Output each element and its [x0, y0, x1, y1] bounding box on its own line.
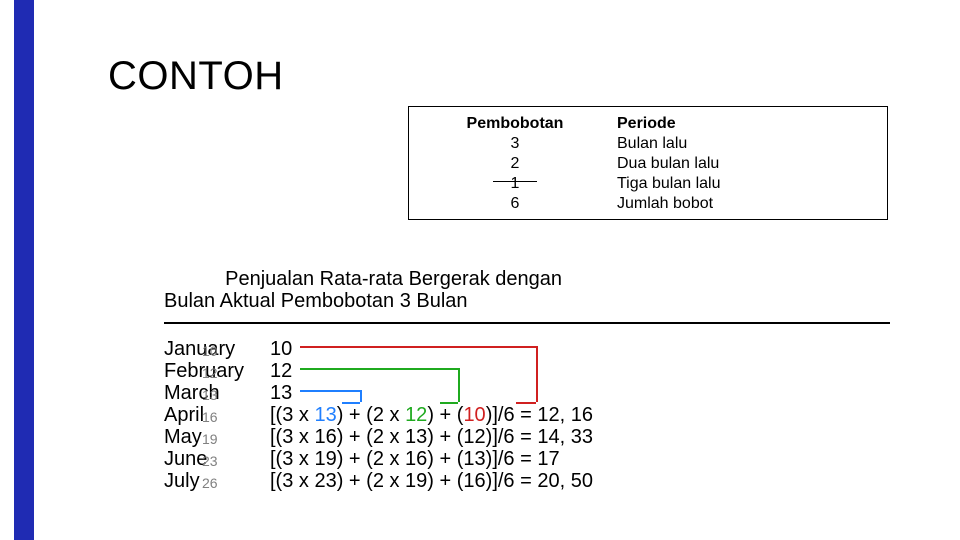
- frag: [(3 x: [270, 448, 314, 470]
- connector-blue-h1: [300, 390, 360, 392]
- cell-actual: 12: [270, 360, 292, 382]
- cell-month: July: [164, 470, 200, 492]
- cell-month: June: [164, 448, 207, 470]
- frag: ) + (: [427, 404, 463, 426]
- frag: )]/6 = 12, 16: [486, 404, 593, 426]
- frag: ) + (2 x: [337, 404, 405, 426]
- connector-red-v: [536, 346, 538, 402]
- cell-overlay: 19: [202, 428, 218, 450]
- cell-month: April: [164, 404, 204, 426]
- weight-col-values: Pembobotan 3 2 1 6: [445, 115, 585, 213]
- cell-formula: [(3 x 16) + (2 x 13) + (12)]/6 = 14, 33: [270, 426, 593, 448]
- cell-actual: 10: [270, 338, 292, 360]
- table-row: July 26 [(3 x 23) + (2 x 19) + (16)]/6 =…: [164, 470, 890, 492]
- period-row: Bulan lalu: [617, 135, 817, 153]
- cell-overlay: 23: [202, 450, 218, 472]
- frag: [(3 x: [270, 426, 314, 448]
- cell-overlay: 12: [202, 362, 218, 384]
- table-row: January 10 10: [164, 338, 890, 360]
- connector-red-h1: [300, 346, 536, 348]
- frag: [(3 x: [270, 404, 314, 426]
- connector-green-h2: [440, 402, 458, 404]
- slide: CONTOH Pembobotan 3 2 1 6 Periode Bulan …: [0, 0, 960, 540]
- frag-blue: 13: [314, 404, 336, 426]
- frag: 16) + (2 x 13) + (12)]/6 = 14, 33: [314, 426, 593, 448]
- period-row: Tiga bulan lalu: [617, 175, 817, 193]
- frag: [(3 x: [270, 470, 314, 492]
- weight-row: 3: [445, 135, 585, 153]
- table-rule: [164, 322, 890, 324]
- cell-overlay: 13: [202, 384, 218, 406]
- table-row: March 13 13: [164, 382, 890, 404]
- table-row: February 12 12: [164, 360, 890, 382]
- cell-actual: 13: [270, 382, 292, 404]
- thead-line2: Bulan Aktual Pembobotan 3 Bulan: [164, 290, 562, 312]
- frag-red: 10: [463, 404, 485, 426]
- period-header: Periode: [617, 115, 817, 133]
- accent-sidebar: [14, 0, 34, 540]
- cell-month: May: [164, 426, 202, 448]
- cell-month: January: [164, 338, 235, 360]
- sum-underline: [493, 181, 537, 182]
- connector-blue-v: [360, 390, 362, 402]
- weight-col-period: Periode Bulan lalu Dua bulan lalu Tiga b…: [617, 115, 817, 213]
- connector-green-h1: [300, 368, 458, 370]
- cell-formula: [(3 x 13) + (2 x 12) + (10)]/6 = 12, 16: [270, 404, 593, 426]
- weight-box: Pembobotan 3 2 1 6 Periode Bulan lalu Du…: [408, 106, 888, 220]
- period-row: Jumlah bobot: [617, 195, 817, 213]
- table-header: Penjualan Rata-rata Bergerak dengan Bula…: [164, 268, 562, 312]
- cell-formula: [(3 x 23) + (2 x 19) + (16)]/6 = 20, 50: [270, 470, 593, 492]
- cell-overlay: 16: [202, 406, 218, 428]
- table-row: June 23 [(3 x 19) + (2 x 16) + (13)]/6 =…: [164, 448, 890, 470]
- frag-green: 12: [405, 404, 427, 426]
- connector-red-h2: [516, 402, 536, 404]
- frag: 23) + (2 x 19) + (16)]/6 = 20, 50: [314, 470, 593, 492]
- cell-overlay: 10: [202, 340, 218, 362]
- thead-line1: Penjualan Rata-rata Bergerak dengan: [164, 268, 562, 290]
- weight-row: 1: [445, 175, 585, 193]
- frag: 19) + (2 x 16) + (13)]/6 = 17: [314, 448, 559, 470]
- period-row: Dua bulan lalu: [617, 155, 817, 173]
- weight-row: 6: [445, 195, 585, 213]
- weight-row: 2: [445, 155, 585, 173]
- table-row: May 19 [(3 x 16) + (2 x 13) + (12)]/6 = …: [164, 426, 890, 448]
- cell-overlay: 26: [202, 472, 218, 494]
- weight-header: Pembobotan: [445, 115, 585, 133]
- connector-blue-h2: [342, 402, 360, 404]
- connector-green-v: [458, 368, 460, 402]
- cell-formula: [(3 x 19) + (2 x 16) + (13)]/6 = 17: [270, 448, 560, 470]
- page-title: CONTOH: [108, 54, 284, 99]
- table-row: April 16 [(3 x 13) + (2 x 12) + (10)]/6 …: [164, 404, 890, 426]
